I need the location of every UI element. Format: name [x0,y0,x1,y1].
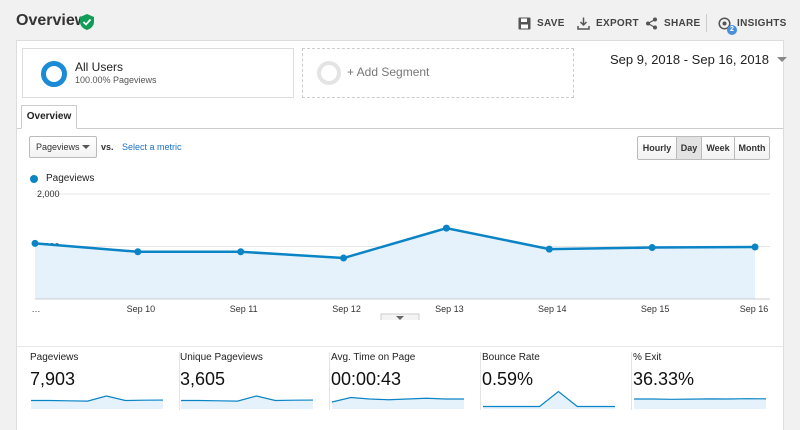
legend-dot-icon [30,174,38,183]
granularity-hourly[interactable]: Hourly [638,137,676,159]
data-point [442,224,450,232]
x-tick-label: … [32,304,41,314]
x-tick-label: Sep 14 [538,304,567,314]
x-tick-label: Sep 15 [641,304,670,314]
insights-button[interactable]: INSIGHTS [718,15,787,31]
date-range-picker[interactable]: Sep 9, 2018 - Sep 16, 2018 [610,52,788,67]
x-tick-label: Sep 12 [332,304,361,314]
pageviews-area [35,228,755,299]
data-point [751,243,759,251]
chart-legend: Pageviews [30,173,94,184]
metric-divider [480,352,481,410]
share-button[interactable]: SHARE [645,15,701,31]
data-point [545,245,553,253]
floppy-disk-icon [518,17,531,29]
granularity-toggle: Hourly Day Week Month [637,136,770,160]
collapse-caret-icon [396,316,404,320]
export-label: EXPORT [596,17,639,29]
metric-card: Unique Pageviews 3,605 [180,350,330,410]
vs-label: vs. [101,142,114,152]
metric-divider [329,352,330,410]
insights-badge: 2 [727,25,737,35]
share-icon [646,17,657,29]
page-title: Overview [16,12,88,29]
metric-card: % Exit 36.33% [633,350,783,410]
shield-check-icon [80,14,94,30]
sparkline-area [181,396,313,409]
download-icon [577,17,590,30]
segment-percentage: 100.00% Pageviews [75,75,157,85]
data-point [237,248,245,256]
metric-label: Avg. Time on Page [331,352,416,363]
metric-value: 3,605 [180,369,226,389]
metric-sparkline [331,396,464,409]
x-tick-label: Sep 11 [230,304,258,314]
metric-value: 00:00:43 [331,369,402,389]
metric-value: 0.59% [482,369,534,389]
data-point [648,244,656,252]
metric-value: 36.33% [633,369,695,389]
add-segment-label: + Add Segment [347,65,430,79]
segment-all-users[interactable]: All Users 100.00% Pageviews [22,48,294,98]
chevron-down-icon [82,145,90,149]
granularity-month[interactable]: Month [734,137,769,159]
metric-label: Unique Pageviews [180,352,263,363]
data-point [31,239,39,247]
sparkline-area [31,396,163,409]
metric-select[interactable]: Pageviews [29,136,97,158]
legend-label: Pageviews [46,173,95,184]
x-tick-label: Sep 16 [740,304,769,314]
y-tick-label: 2,000 [37,190,60,199]
save-button[interactable]: SAVE [518,15,565,31]
report-panel [16,40,784,430]
segment-ring-icon [41,61,67,87]
sparkline-line [331,396,464,403]
metric-label: % Exit [633,352,662,363]
x-tick-label: Sep 10 [127,304,156,314]
metric-card: Pageviews 7,903 [30,350,180,410]
tab-overview[interactable]: Overview [21,105,77,129]
granularity-week[interactable]: Week [701,137,734,159]
insights-label: INSIGHTS [737,17,787,29]
metric-label: Pageviews [30,352,79,363]
sparkline-line [634,398,767,400]
metric-divider [631,352,632,410]
data-point [134,248,142,256]
metric-value: 7,903 [30,369,76,389]
empty-segment-ring-icon [317,61,341,85]
metric-label: Bounce Rate [482,352,540,363]
export-button[interactable]: EXPORT [577,15,639,31]
tab-divider [17,128,783,129]
metric-sparkline [483,390,615,409]
metric-card: Bounce Rate 0.59% [482,350,632,410]
share-label: SHARE [664,17,701,29]
sparkline-area [483,391,615,409]
date-range-label: Sep 9, 2018 - Sep 16, 2018 [610,52,770,67]
chevron-down-icon [777,57,788,62]
data-point [340,254,348,262]
toolbar-divider [706,14,707,32]
metric-divider [179,352,180,410]
sparkline-line [483,390,615,408]
insights-icon [718,16,731,30]
metric-card: Avg. Time on Page 00:00:43 [331,350,481,410]
granularity-day[interactable]: Day [676,137,701,159]
select-metric-link[interactable]: Select a metric [122,142,182,152]
save-label: SAVE [537,17,565,29]
pageviews-line [34,226,756,260]
metric-sparkline [634,398,767,409]
metric-sparkline [181,395,314,409]
metric-sparkline [31,395,164,409]
x-tick-label: Sep 13 [435,304,464,314]
top-bar: Overview SAVE EXPORT SHARE [0,0,800,44]
metrics-divider [17,346,783,347]
sparkline-line [181,395,314,402]
sparkline-area [332,397,464,409]
add-segment-button[interactable]: + Add Segment [302,48,574,98]
sparkline-area [634,398,766,409]
segment-name: All Users [75,60,124,74]
sparkline-line [31,395,164,402]
metric-select-value: Pageviews [36,142,80,152]
